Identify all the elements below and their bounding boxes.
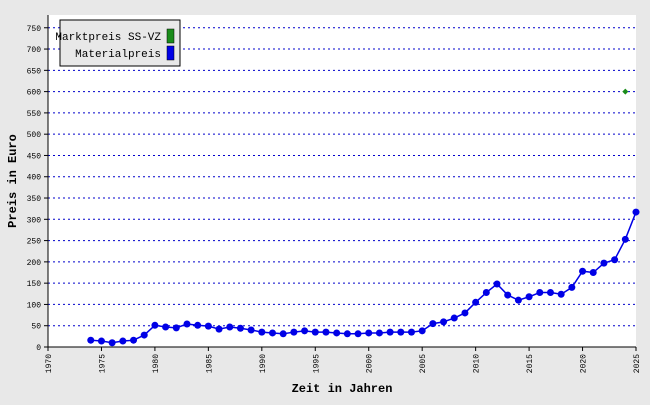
legend-label: Marktpreis SS-VZ	[55, 32, 161, 44]
y-tick-label: 0	[36, 344, 41, 353]
y-tick-label: 350	[27, 195, 42, 204]
x-tick-label: 2000	[366, 354, 375, 373]
point	[493, 280, 501, 288]
point	[183, 320, 191, 328]
point	[215, 325, 223, 333]
point	[461, 309, 469, 317]
point	[130, 336, 138, 344]
point	[611, 256, 619, 264]
y-tick-label: 300	[27, 216, 42, 225]
x-tick-label: 1985	[205, 354, 214, 373]
point	[279, 330, 287, 338]
point	[365, 329, 373, 337]
x-tick-label: 1975	[98, 354, 107, 373]
point	[375, 329, 383, 337]
y-tick-label: 550	[27, 110, 42, 119]
y-tick-label: 500	[27, 131, 42, 140]
y-tick-label: 650	[27, 67, 42, 76]
point	[589, 269, 597, 277]
point	[525, 293, 533, 301]
x-tick-label: 1980	[152, 354, 161, 373]
x-tick-label: 1995	[312, 354, 321, 373]
x-tick-label: 2010	[473, 354, 482, 373]
series-line	[90, 211, 637, 344]
point	[536, 289, 544, 297]
point	[482, 289, 490, 297]
point	[151, 321, 159, 329]
point	[247, 326, 255, 334]
point	[472, 298, 480, 306]
legend-label: Materialpreis	[75, 49, 161, 61]
point	[386, 328, 394, 336]
point	[172, 324, 180, 332]
legend-swatch	[166, 45, 175, 61]
y-tick-label: 250	[27, 238, 42, 247]
point	[236, 324, 244, 332]
point	[311, 328, 319, 336]
point	[450, 314, 458, 322]
x-tick-label: 2015	[526, 354, 535, 373]
point	[429, 320, 437, 328]
x-tick-label: 2025	[633, 354, 642, 373]
point	[194, 321, 202, 329]
point	[579, 267, 587, 275]
x-tick-label: 1970	[45, 354, 54, 373]
y-tick-label: 100	[27, 301, 42, 310]
point	[290, 328, 298, 336]
point	[418, 327, 426, 335]
y-tick-label: 50	[31, 323, 41, 332]
point	[140, 331, 148, 339]
point	[97, 337, 105, 345]
y-tick-label: 700	[27, 46, 42, 55]
point	[557, 290, 565, 298]
point	[226, 323, 234, 331]
x-axis-label: Zeit in Jahren	[292, 382, 393, 396]
y-axis-label: Preis in Euro	[6, 134, 20, 228]
y-tick-label: 750	[27, 25, 42, 34]
y-tick-label: 450	[27, 152, 42, 161]
x-tick-label: 1990	[259, 354, 268, 373]
point	[258, 328, 266, 336]
point	[621, 235, 629, 243]
point	[514, 296, 522, 304]
point	[87, 336, 95, 344]
point	[343, 330, 351, 338]
point	[632, 208, 640, 216]
point	[269, 329, 277, 337]
point	[108, 339, 116, 347]
x-tick-label: 2005	[419, 354, 428, 373]
point	[204, 322, 212, 330]
point	[568, 283, 576, 291]
point	[600, 259, 608, 267]
y-tick-label: 150	[27, 280, 42, 289]
point	[162, 323, 170, 331]
legend: Marktpreis SS-VZ Materialpreis	[55, 19, 181, 67]
point	[546, 289, 554, 297]
point	[622, 88, 629, 95]
legend-box	[59, 19, 181, 67]
point	[333, 329, 341, 337]
y-tick-label: 200	[27, 259, 42, 268]
point	[322, 328, 330, 336]
legend-swatch	[166, 28, 175, 44]
point	[119, 337, 127, 345]
point	[407, 328, 415, 336]
point	[440, 318, 448, 326]
y-tick-label: 400	[27, 174, 42, 183]
y-tick-label: 600	[27, 89, 42, 98]
point	[301, 327, 309, 335]
point	[397, 328, 405, 336]
point	[354, 330, 362, 338]
point	[504, 291, 512, 299]
x-tick-label: 2020	[580, 354, 589, 373]
